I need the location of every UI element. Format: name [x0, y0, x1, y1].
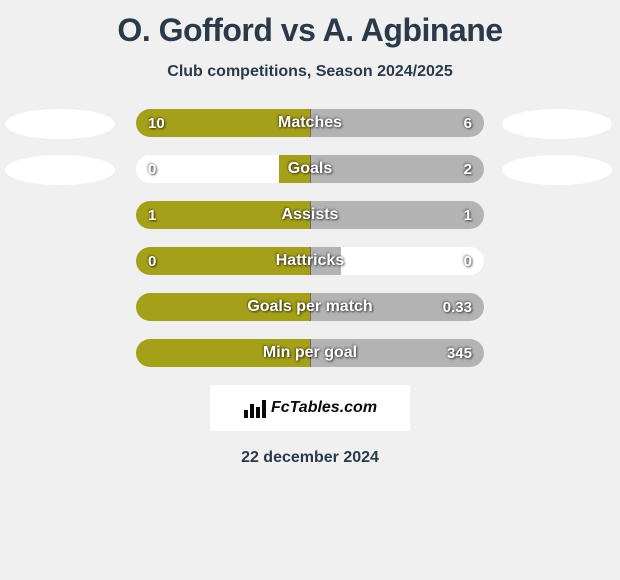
- stat-right-fill: [310, 247, 341, 275]
- stat-right-fill: [310, 109, 484, 137]
- logo-text: FcTables.com: [271, 399, 377, 417]
- stat-row: Goals02: [136, 155, 484, 183]
- date-text: 22 december 2024: [0, 449, 620, 467]
- logo-bars-icon: [243, 398, 267, 418]
- stat-right-fill: [310, 293, 484, 321]
- avatar-placeholder: [502, 109, 612, 139]
- stat-row: Hattricks00: [136, 247, 484, 275]
- stat-left-fill: [279, 155, 310, 183]
- right-avatar-column: [502, 109, 612, 201]
- left-avatar-column: [5, 109, 115, 201]
- stat-right-fill: [310, 339, 484, 367]
- stat-left-fill: [136, 109, 310, 137]
- stat-right-fill: [310, 155, 484, 183]
- stat-row: Goals per match0.33: [136, 293, 484, 321]
- avatar-placeholder: [502, 155, 612, 185]
- stat-right-fill: [310, 201, 484, 229]
- fctables-logo: FcTables.com: [210, 385, 410, 431]
- stat-left-fill: [136, 293, 310, 321]
- stat-bars: Matches106 Goals02 Assists11 Hattricks00 Goa…: [136, 109, 484, 367]
- subtitle: Club competitions, Season 2024/2025: [0, 63, 620, 81]
- stat-row: Assists11: [136, 201, 484, 229]
- stat-left-fill: [136, 339, 310, 367]
- avatar-placeholder: [5, 155, 115, 185]
- stat-left-fill: [136, 201, 310, 229]
- stat-left-fill: [136, 247, 310, 275]
- stat-row: Matches106: [136, 109, 484, 137]
- avatar-placeholder: [5, 109, 115, 139]
- stat-row: Min per goal345: [136, 339, 484, 367]
- page-title: O. Gofford vs A. Agbinane: [0, 0, 620, 49]
- comparison-content: Matches106 Goals02 Assists11 Hattricks00 Goa…: [0, 109, 620, 367]
